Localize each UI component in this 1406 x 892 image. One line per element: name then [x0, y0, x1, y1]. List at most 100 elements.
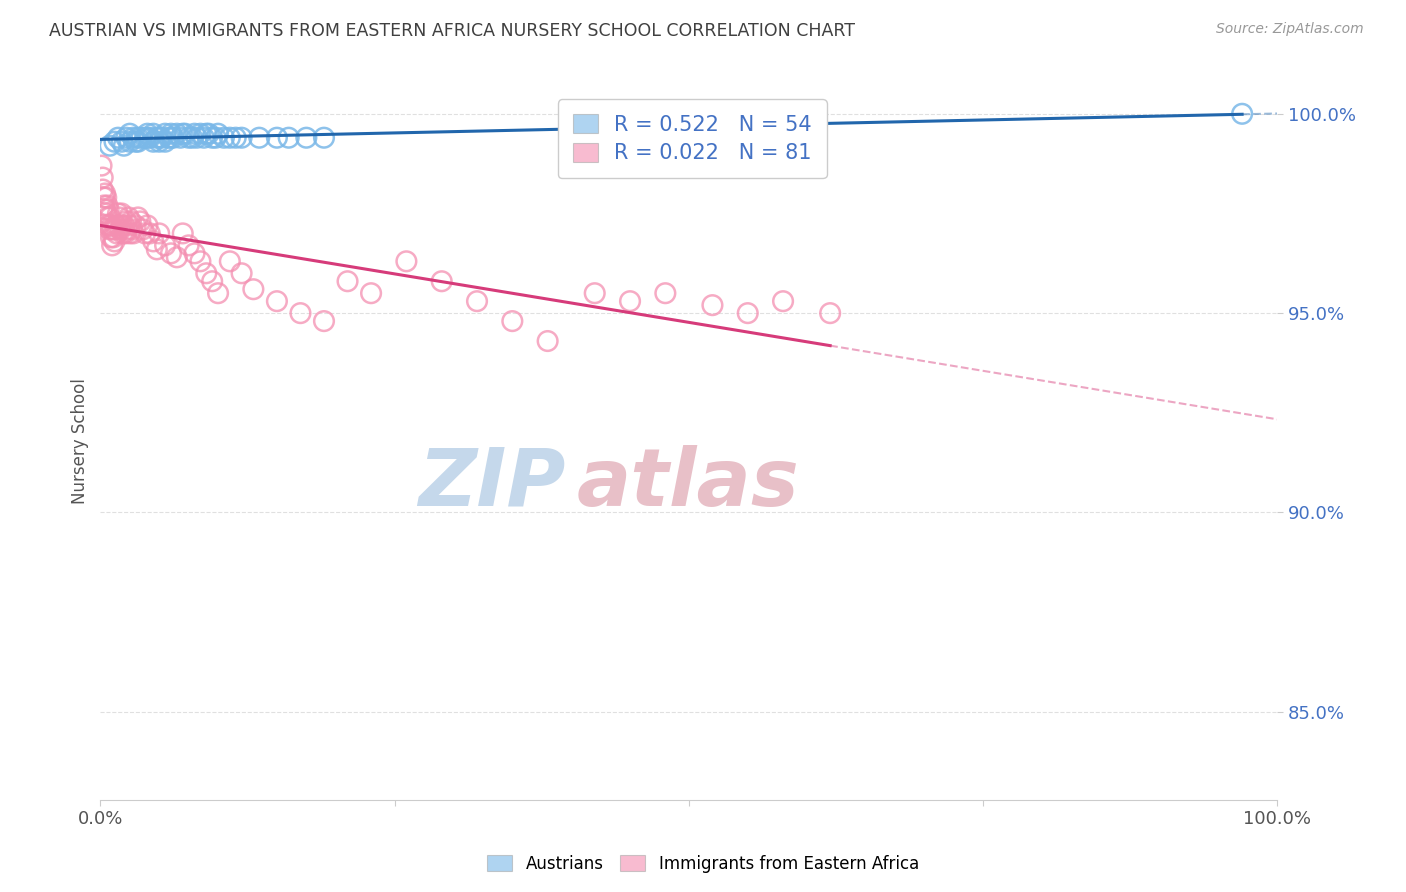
Point: [395, 254, 418, 268]
Point: [312, 314, 335, 328]
Point: [98, 222, 121, 236]
Point: [225, 130, 247, 145]
Point: [132, 222, 155, 236]
Point: [103, 230, 125, 244]
Point: [146, 243, 169, 257]
Point: [124, 219, 146, 233]
Point: [118, 135, 141, 149]
Point: [195, 127, 218, 141]
Point: [142, 135, 165, 149]
Point: [148, 135, 170, 149]
Point: [122, 227, 145, 241]
Point: [139, 227, 162, 241]
Point: [122, 130, 145, 145]
Point: [160, 130, 183, 145]
Legend: R = 0.522   N = 54, R = 0.022   N = 81: R = 0.522 N = 54, R = 0.022 N = 81: [558, 100, 827, 178]
Point: [336, 274, 359, 288]
Point: [166, 250, 188, 264]
Point: [201, 274, 224, 288]
Point: [231, 266, 253, 280]
Point: [501, 314, 523, 328]
Point: [212, 130, 235, 145]
Point: [94, 186, 117, 201]
Point: [148, 130, 170, 145]
Point: [619, 294, 641, 309]
Point: [160, 127, 183, 141]
Point: [295, 130, 318, 145]
Point: [169, 130, 191, 145]
Point: [103, 235, 125, 249]
Point: [115, 214, 138, 228]
Point: [150, 130, 173, 145]
Point: [247, 130, 270, 145]
Point: [127, 130, 149, 145]
Point: [160, 246, 183, 260]
Point: [166, 127, 188, 141]
Y-axis label: Nursery School: Nursery School: [72, 378, 89, 504]
Point: [100, 230, 122, 244]
Point: [110, 135, 132, 149]
Point: [177, 238, 200, 252]
Point: [193, 130, 215, 145]
Point: [98, 138, 121, 153]
Point: [97, 219, 120, 233]
Point: [242, 282, 264, 296]
Point: [737, 306, 759, 320]
Point: [103, 222, 125, 236]
Point: [98, 211, 121, 225]
Point: [430, 274, 453, 288]
Point: [110, 219, 132, 233]
Point: [101, 238, 124, 252]
Point: [231, 130, 253, 145]
Point: [204, 130, 226, 145]
Point: [818, 306, 841, 320]
Point: [108, 211, 131, 225]
Point: [136, 219, 159, 233]
Point: [183, 127, 205, 141]
Point: [197, 127, 219, 141]
Point: [94, 202, 117, 217]
Point: [136, 127, 159, 141]
Point: [115, 130, 138, 145]
Point: [172, 127, 194, 141]
Point: [136, 130, 159, 145]
Point: [93, 198, 115, 212]
Point: [91, 170, 114, 185]
Point: [183, 246, 205, 260]
Legend: Austrians, Immigrants from Eastern Africa: Austrians, Immigrants from Eastern Afric…: [481, 848, 925, 880]
Point: [772, 294, 794, 309]
Point: [207, 127, 229, 141]
Point: [134, 130, 156, 145]
Point: [103, 135, 125, 149]
Point: [1230, 107, 1253, 121]
Point: [360, 286, 382, 301]
Point: [181, 130, 204, 145]
Point: [157, 130, 180, 145]
Point: [90, 159, 112, 173]
Point: [190, 127, 212, 141]
Point: [583, 286, 606, 301]
Point: [195, 266, 218, 280]
Point: [107, 206, 129, 220]
Text: AUSTRIAN VS IMMIGRANTS FROM EASTERN AFRICA NURSERY SCHOOL CORRELATION CHART: AUSTRIAN VS IMMIGRANTS FROM EASTERN AFRI…: [49, 22, 855, 40]
Point: [654, 286, 676, 301]
Point: [218, 130, 240, 145]
Point: [124, 135, 146, 149]
Point: [112, 219, 135, 233]
Point: [142, 127, 165, 141]
Point: [127, 211, 149, 225]
Point: [190, 254, 212, 268]
Point: [312, 130, 335, 145]
Point: [107, 130, 129, 145]
Point: [465, 294, 488, 309]
Point: [118, 227, 141, 241]
Point: [112, 138, 135, 153]
Point: [110, 222, 132, 236]
Point: [120, 214, 142, 228]
Point: [105, 227, 128, 241]
Point: [91, 182, 114, 196]
Point: [96, 206, 118, 220]
Point: [537, 334, 560, 348]
Point: [201, 130, 224, 145]
Point: [177, 130, 200, 145]
